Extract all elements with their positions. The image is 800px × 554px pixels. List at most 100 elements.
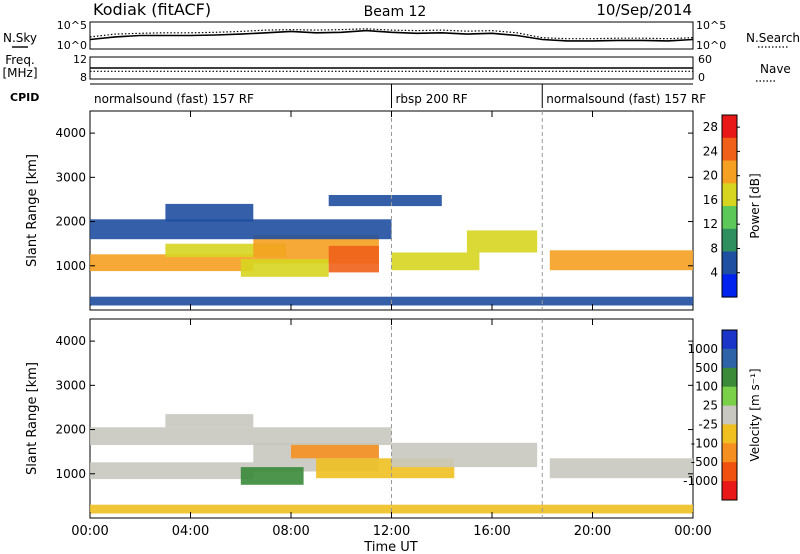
velocity-xtick-label: 20:00 (574, 524, 611, 539)
power-colorbar-swatch (722, 206, 737, 230)
freq-ytick-right-bottom: 0 (698, 71, 705, 84)
noise-panel: 10^5 10^0 10^5 10^0 (57, 19, 726, 52)
velocity-xtick-label: 00:00 (71, 524, 108, 539)
station-title: Kodiak (fitACF) (93, 0, 211, 19)
power-colorbar-swatch (722, 137, 737, 162)
velocity-colorbar-label: 1000 (687, 342, 718, 356)
cpid-segment-label: normalsound (fast) 157 RF (94, 92, 254, 106)
freq-ytick-right-top: 60 (698, 53, 712, 66)
cpid-label: CPID (10, 91, 39, 104)
power-ytick-label: 2000 (55, 215, 86, 229)
power-scatter-band (391, 252, 480, 271)
velocity-colorbar-label: 100 (695, 380, 718, 394)
cpid-segment-label: rbsp 200 RF (396, 92, 468, 106)
noise-ytick-left-bottom: 10^0 (57, 39, 87, 52)
power-scatter-band (466, 230, 538, 253)
velocity-xtick-label: 04:00 (172, 524, 209, 539)
power-colorbar-label: 24 (703, 144, 718, 158)
frequency-panel: 12 8 60 0 (73, 53, 712, 84)
power-colorbar-swatch (722, 251, 737, 275)
velocity-colorbar-swatch (722, 348, 737, 369)
power-colorbar-swatch (722, 160, 737, 184)
power-colorbar-label: 12 (703, 217, 718, 231)
power-colorbar-swatch (722, 183, 737, 207)
noise-series-group (89, 28, 694, 42)
nave-label: Nave (760, 62, 791, 76)
velocity-ytick-label: 4000 (55, 334, 86, 348)
power-colorbar-swatch (722, 274, 737, 298)
cpid-segment-label: normalsound (fast) 157 RF (546, 92, 706, 106)
power-scatter-band (328, 195, 442, 207)
power-colorbar-title: Power [dB] (748, 173, 762, 238)
velocity-xtick-label: 00:00 (674, 524, 711, 539)
velocity-colorbar-label: 25 (703, 399, 718, 413)
power-y-axis-title: Slant Range [km] (25, 154, 40, 267)
frequency-series-group (90, 67, 693, 72)
power-colorbar-label: 4 (710, 266, 718, 280)
velocity-xtick-label: 08:00 (272, 524, 309, 539)
velocity-colorbar-swatch (722, 330, 737, 350)
velocity-colorbar-swatch (722, 443, 737, 463)
velocity-colorbar-swatch (722, 481, 737, 501)
power-colorbar-frame (721, 114, 738, 298)
noise-ytick-left-top: 10^5 (57, 19, 87, 32)
velocity-y-axis-title: Slant Range [km] (25, 362, 40, 475)
power-colorbar-label: 8 (710, 241, 718, 255)
velocity-colorbar-label: -100 (691, 436, 718, 450)
velocity-colorbar-swatch (722, 386, 737, 407)
power-colorbar-label: 28 (703, 120, 718, 134)
date-title: 10/Sep/2014 (596, 1, 692, 19)
velocity-ytick-label: 2000 (55, 423, 86, 437)
velocity-xtick-label: 16:00 (473, 524, 510, 539)
cpid-panel: normalsound (fast) 157 RF rbsp 200 RF norm… (90, 83, 706, 108)
noise-ytick-right-bottom: 10^0 (696, 39, 726, 52)
nsky-label: N.Sky (3, 31, 37, 45)
velocity-colorbar-frame (721, 329, 738, 501)
power-ytick-label: 3000 (55, 170, 86, 184)
power-ytick-label: 4000 (55, 126, 86, 140)
power-scatter-band (90, 254, 254, 272)
freq-ytick-left-bottom: 8 (80, 71, 87, 84)
velocity-scatter-band (165, 414, 254, 428)
power-colorbar-swatch (722, 115, 737, 139)
beam-title: Beam 12 (364, 4, 427, 20)
noise-ytick-right-top: 10^5 (696, 19, 726, 32)
noise-panel-frame (89, 21, 694, 50)
power-colorbar-swatch (722, 228, 737, 253)
velocity-colorbar-label: 500 (695, 361, 718, 375)
velocity-colorbar-label: -1000 (683, 474, 718, 488)
velocity-colorbar-label: -500 (691, 455, 718, 469)
power-scatter-band (165, 203, 254, 222)
velocity-colorbar-swatch (722, 367, 737, 388)
velocity-scatter-band (240, 467, 304, 485)
power-scatter-band (240, 259, 329, 277)
velocity-scatter-band (90, 427, 392, 445)
freq-ytick-left-top: 12 (73, 53, 87, 66)
velocity-xtick-label: 12:00 (373, 524, 410, 539)
power-colorbar-label: 16 (703, 193, 718, 207)
velocity-scatter-band (391, 442, 538, 468)
velocity-colorbar-swatch (722, 424, 737, 444)
series-line-n-sky (89, 29, 694, 42)
power-ytick-label: 1000 (55, 259, 86, 273)
power-scatter-band (90, 219, 392, 240)
velocity-colorbar-label: -25 (698, 417, 718, 431)
freq-label-line2: [MHz] (2, 66, 37, 80)
power-scatter-band (549, 250, 693, 271)
time-axis-label: Time UT (363, 540, 417, 554)
velocity-colorbar-swatch (722, 462, 737, 482)
nsearch-label: N.Search (746, 31, 800, 45)
power-colorbar-label: 20 (703, 169, 718, 183)
velocity-ytick-label: 3000 (55, 378, 86, 392)
velocity-scatter-band (549, 458, 693, 479)
power-panel: 1000 2000 3000 4000 Slant Range [km] 4 8 12 16 20… (25, 110, 762, 311)
velocity-panel: 1000 2000 3000 4000 00:00 04:00 08:00 12:00 16:0… (25, 318, 762, 539)
velocity-scatter-band (291, 442, 379, 459)
power-scatter-band (328, 245, 379, 273)
velocity-ytick-label: 1000 (55, 467, 86, 481)
series-line-n-search (89, 28, 694, 40)
velocity-colorbar-title: Velocity [m s⁻¹] (748, 368, 762, 461)
freq-label-line1: Freq. (5, 53, 35, 67)
velocity-scatter-band (90, 462, 254, 480)
